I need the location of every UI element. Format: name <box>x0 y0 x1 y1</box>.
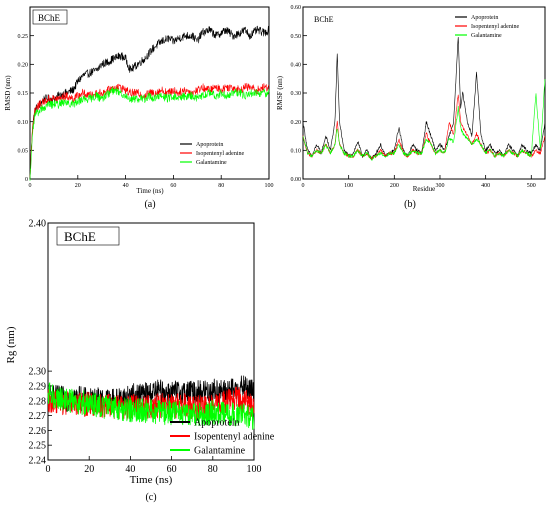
panel-b-caption: (b) <box>404 199 416 210</box>
y-tick-label: 0.40 <box>291 62 302 68</box>
y-tick-label: 0.20 <box>291 120 302 126</box>
panel-c-rg: 0 20 40 60 80 100 2.24 2.25 2.26 2.27 2.28 2.29 2.30… <box>5 219 275 504</box>
y-tick-label: 2.28 <box>29 396 47 407</box>
panel-a-xlabel: Time (ns) <box>136 187 164 195</box>
panel-c-ylabel: Rg (nm) <box>5 326 17 363</box>
x-tick-label: 0 <box>302 183 305 189</box>
x-tick-label: 80 <box>218 183 224 189</box>
y-tick-label: 0.20 <box>18 62 29 68</box>
panel-a-caption: (a) <box>144 199 155 210</box>
panel-c-caption: (c) <box>145 492 156 503</box>
panel-c-series <box>47 375 255 431</box>
x-tick-label: 300 <box>435 183 444 189</box>
legend-label: Isopentenyl adenine <box>194 432 275 443</box>
x-tick-label: 60 <box>170 183 176 189</box>
panel-a-ylabel: RMSD (nm) <box>4 75 12 111</box>
panel-a-legend: Apoprotein Isopentenyl adenine Galantamine <box>180 142 244 166</box>
y-tick-label: 0.15 <box>18 91 29 97</box>
x-tick-label: 500 <box>527 183 536 189</box>
y-tick-label: 0.30 <box>291 91 302 97</box>
panel-b-legend: Apoprotein Isopentenyl adenine Galantamine <box>455 15 519 39</box>
x-tick-label: 0 <box>46 464 51 475</box>
series-line-apoprotein <box>29 25 270 178</box>
panel-c-tag: BChE <box>64 229 96 244</box>
y-tick-label: 0.05 <box>18 148 29 154</box>
series-line-galantamine <box>29 86 270 181</box>
y-tick-label: 2.26 <box>29 426 47 437</box>
panel-c-tag-box <box>56 226 120 246</box>
x-tick-label: 100 <box>344 183 353 189</box>
series-line-galantamine <box>302 79 546 161</box>
x-tick-label: 40 <box>123 183 129 189</box>
x-tick-label: 200 <box>390 183 399 189</box>
x-tick-label: 0 <box>29 183 32 189</box>
panel-b-rmsf: 0 100 200 300 400 500 0.00 0.10 0.20 0.30 0.40 0.50… <box>276 5 546 210</box>
y-tick-label: 0.10 <box>291 148 302 154</box>
y-tick-label: 2.40 <box>29 219 47 230</box>
panel-b-xlabel: Residue <box>413 185 436 193</box>
legend-label: Galantamine <box>194 446 246 457</box>
y-tick-label: 0.50 <box>291 34 302 40</box>
series-line-galantamine <box>47 382 255 431</box>
panel-c-ticks: 0 20 40 60 80 100 2.24 2.25 2.26 2.27 2.28 2.29 2.30… <box>29 219 262 476</box>
x-tick-label: 100 <box>265 183 274 189</box>
panel-b-series <box>302 36 546 161</box>
legend-label: Galantamine <box>196 160 227 166</box>
panel-b-plot-frame <box>302 6 546 180</box>
y-tick-label: 2.30 <box>29 367 47 378</box>
legend-label: Apoprotein <box>471 15 498 21</box>
y-tick-label: 0.00 <box>291 177 302 183</box>
y-tick-label: 2.25 <box>29 441 47 452</box>
panel-a-series <box>29 25 270 181</box>
legend-label: Isopentenyl adenine <box>471 24 519 30</box>
panel-c-plot-frame <box>47 222 255 461</box>
x-tick-label: 80 <box>208 464 218 475</box>
panel-c-xlabel: Time (ns) <box>130 474 173 486</box>
y-tick-label: 2.27 <box>29 411 47 422</box>
y-tick-label: 0.60 <box>291 5 302 11</box>
panel-c-legend: Apoprotein Isopentenyl adenine Galantamine <box>170 418 275 457</box>
x-tick-label: 40 <box>125 464 135 475</box>
legend-label: Galantamine <box>471 33 502 39</box>
y-tick-label: 0 <box>25 177 28 183</box>
x-tick-label: 20 <box>75 183 81 189</box>
x-tick-label: 60 <box>167 464 177 475</box>
legend-label: Apoprotein <box>194 418 240 429</box>
x-tick-label: 100 <box>247 464 262 475</box>
panel-a-ticks: 0 20 40 60 80 100 0 0.05 0.10 0.15 0.20 0.25 <box>18 34 274 189</box>
y-tick-label: 0.25 <box>18 34 29 40</box>
panel-a-tag-box <box>32 9 68 25</box>
panel-b-tag: BChE <box>314 15 334 24</box>
legend-label: Apoprotein <box>196 142 223 148</box>
y-tick-label: 0.10 <box>18 120 29 126</box>
x-tick-label: 400 <box>481 183 490 189</box>
panel-b-ylabel: RMSF (nm) <box>276 75 284 110</box>
panel-a-tag: BChE <box>38 13 61 23</box>
y-tick-label: 2.29 <box>29 381 47 392</box>
panel-a-rmsd: 0 20 40 60 80 100 0 0.05 0.10 0.15 0.20 0.25 BChE T… <box>4 6 274 210</box>
y-tick-label: 2.24 <box>29 456 47 467</box>
x-tick-label: 20 <box>84 464 94 475</box>
panel-b-ticks: 0 100 200 300 400 500 0.00 0.10 0.20 0.30 0.40 0.50… <box>291 5 536 189</box>
legend-label: Isopentenyl adenine <box>196 151 244 157</box>
